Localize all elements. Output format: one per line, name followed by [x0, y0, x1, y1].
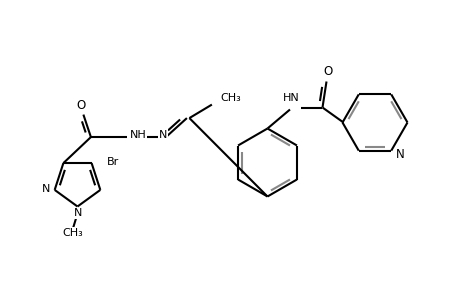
Text: O: O — [323, 65, 332, 78]
Text: HN: HN — [282, 92, 299, 103]
Text: Br: Br — [106, 157, 118, 167]
Text: N: N — [41, 184, 50, 194]
Text: N: N — [74, 208, 83, 218]
Text: CH₃: CH₃ — [62, 227, 83, 238]
Text: O: O — [76, 99, 85, 112]
Text: CH₃: CH₃ — [220, 93, 241, 103]
Text: N: N — [159, 130, 167, 140]
Text: N: N — [395, 148, 404, 161]
Text: NH: NH — [129, 130, 146, 140]
